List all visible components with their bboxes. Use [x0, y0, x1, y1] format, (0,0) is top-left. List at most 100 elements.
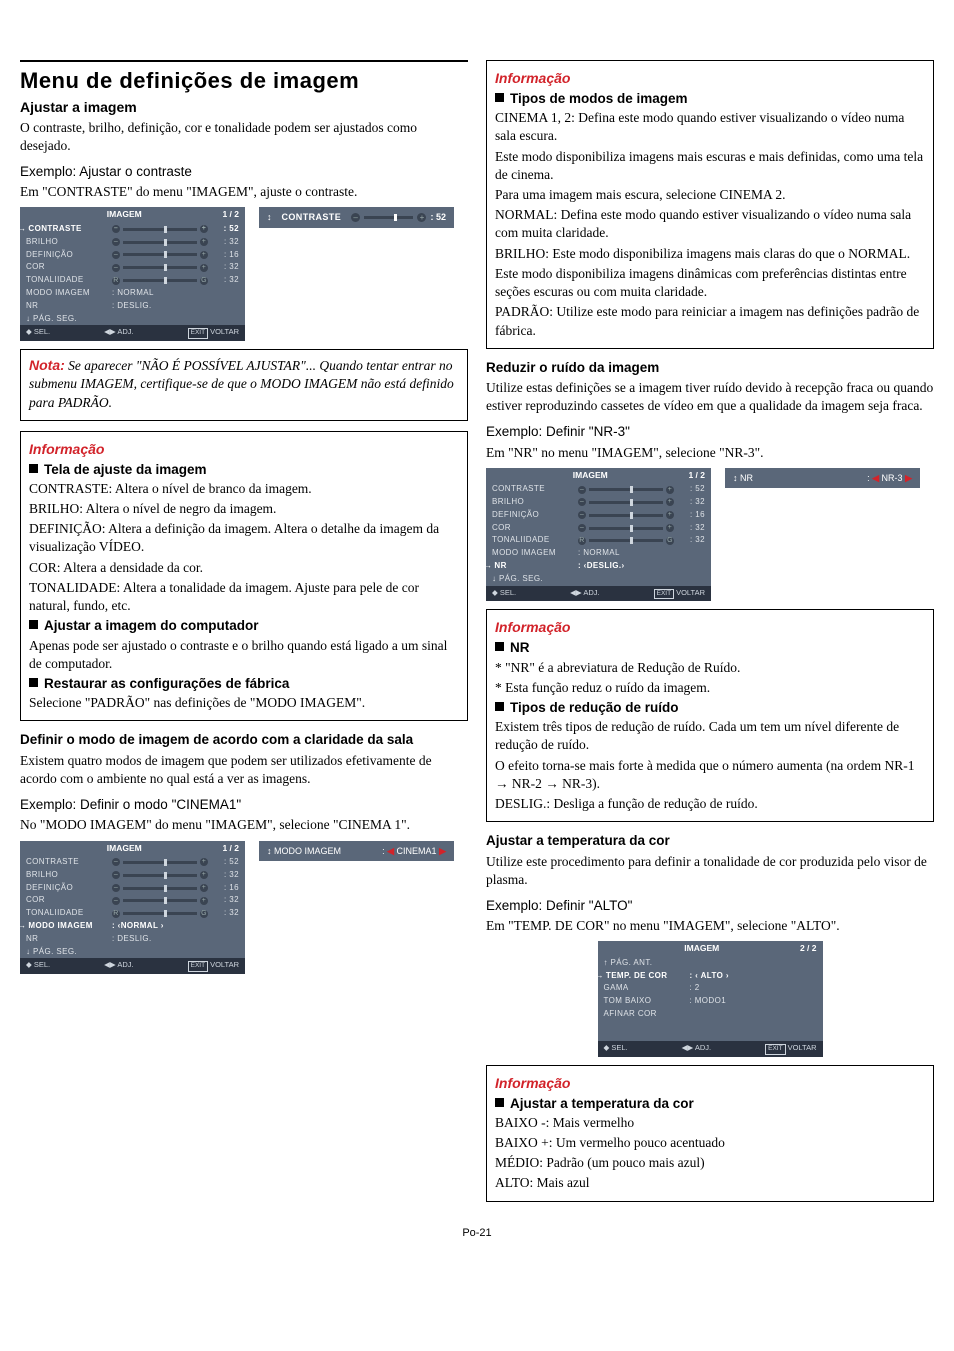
osd-row: NR: ‹DESLIG.› — [486, 560, 711, 573]
osd-row: AFINAR COR — [598, 1008, 823, 1021]
osd-page: 2 / 2 — [800, 943, 817, 954]
info4-l3: MÉDIO: Padrão (um pouco mais azul) — [495, 1154, 925, 1172]
osd-row: ↑ PÁG. ANT. — [598, 957, 823, 970]
info2-p1c: Para uma imagem mais escura, selecione C… — [495, 186, 925, 204]
note-label: Nota: — [29, 357, 65, 373]
info3-b2: * Esta função reduz o ruído da imagem. — [495, 679, 925, 697]
osd-menu-1: IMAGEM 1 / 2 CONTRASTE–+: 52BRILHO–+: 32… — [20, 207, 245, 341]
square-bullet-icon — [495, 642, 504, 651]
right-column: Informação Tipos de modos de imagem CINE… — [486, 60, 934, 1202]
osd-footer: ◆ SEL. ◀▶ ADJ. EXITVOLTAR — [598, 1041, 823, 1057]
info3-h1: NR — [510, 639, 530, 657]
osd-row: DEFINIÇÃO–+: 16 — [20, 249, 245, 262]
info1-line: COR: Altera a densidade da cor. — [29, 559, 459, 577]
osd-strip-nr: ↕ NR : ◀ NR-3 ▶ — [725, 468, 920, 488]
osd-row: DEFINIÇÃO–+: 16 — [486, 509, 711, 522]
info1-h2: Ajustar a imagem do computador — [44, 617, 259, 635]
info2-p2a: NORMAL: Defina este modo quando estiver … — [495, 206, 925, 242]
strip-val: : 52 — [430, 211, 446, 223]
osd-row: ↓ PÁG. SEG. — [20, 946, 245, 959]
info4-l1: BAIXO -: Mais vermelho — [495, 1114, 925, 1132]
strip-label: CONTRASTE — [282, 211, 342, 223]
osd-title: IMAGEM — [26, 209, 222, 220]
note-body: Se aparecer "NÃO É POSSÍVEL AJUSTAR"... … — [29, 358, 454, 409]
para-contrast-instr: Em "CONTRASTE" do menu "IMAGEM", ajuste … — [20, 183, 468, 201]
info-box-2: Informação Tipos de modos de imagem CINE… — [486, 60, 934, 349]
info3-p1: Existem três tipos de redução de ruído. … — [495, 718, 925, 754]
square-bullet-icon — [29, 678, 38, 687]
info-box-4: Informação Ajustar a temperatura da cor … — [486, 1065, 934, 1202]
top-rule — [20, 60, 468, 62]
osd-title: IMAGEM — [26, 843, 222, 854]
subtitle-reduce-noise: Reduzir o ruído da imagem — [486, 359, 934, 377]
osd-row: COR–+: 32 — [20, 261, 245, 274]
info3-p2: O efeito torna-se mais forte à medida qu… — [495, 757, 925, 793]
info-box-1: Informação Tela de ajuste da imagem CONT… — [20, 431, 468, 722]
strip-label: MODO IMAGEM — [274, 846, 341, 856]
osd-row: ↓ PÁG. SEG. — [486, 573, 711, 586]
example-nr3: Exemplo: Definir "NR-3" — [486, 423, 934, 441]
para-nr3-instr: Em "NR" no menu "IMAGEM", selecione "NR-… — [486, 444, 934, 462]
osd-row: ↓ PÁG. SEG. — [20, 313, 245, 326]
example-alto: Exemplo: Definir "ALTO" — [486, 897, 934, 915]
para-four-modes: Existem quatro modos de imagem que podem… — [20, 752, 468, 788]
info2-p4a: PADRÃO: Utilize este modo para reiniciar… — [495, 303, 925, 339]
info1-line: BRILHO: Altera o nível de negro da image… — [29, 500, 459, 518]
square-bullet-icon — [29, 464, 38, 473]
info1-p-h3: Selecione "PADRÃO" nas definições de "MO… — [29, 694, 459, 712]
info-title: Informação — [495, 618, 925, 637]
info3-p3: DESLIG.: Desliga a função de redução de … — [495, 795, 925, 813]
osd-row: CONTRASTE–+: 52 — [20, 856, 245, 869]
left-column: Menu de definições de imagem Ajustar a i… — [20, 60, 468, 1202]
osd-row: TEMP. DE COR: ‹ ALTO › — [598, 970, 823, 983]
osd-row: DEFINIÇÃO–+: 16 — [20, 882, 245, 895]
info3-h2: Tipos de redução de ruído — [510, 699, 679, 717]
example-contrast: Exemplo: Ajustar o contraste — [20, 163, 468, 181]
intro-para: O contraste, brilho, definição, cor e to… — [20, 119, 468, 155]
osd-row: CONTRASTE–+: 52 — [486, 483, 711, 496]
square-bullet-icon — [495, 1098, 504, 1107]
osd-row: COR–+: 32 — [486, 522, 711, 535]
osd-row: BRILHO–+: 32 — [20, 869, 245, 882]
osd-row: BRILHO–+: 32 — [20, 236, 245, 249]
info1-p-h2: Apenas pode ser ajustado o contraste e o… — [29, 637, 459, 673]
info4-l2: BAIXO +: Um vermelho pouco acentuado — [495, 1134, 925, 1152]
osd-row: BRILHO–+: 32 — [486, 496, 711, 509]
square-bullet-icon — [29, 620, 38, 629]
info1-line: CONTRASTE: Altera o nível de branco da i… — [29, 480, 459, 498]
osd-footer: ◆ SEL. ◀▶ ADJ. EXITVOLTAR — [20, 325, 245, 341]
para-color-temp-intro: Utilize este procedimento para definir a… — [486, 853, 934, 889]
osd-page: 1 / 2 — [222, 209, 239, 220]
info1-h3: Restaurar as configurações de fábrica — [44, 675, 289, 693]
note-box: Nota: Se aparecer "NÃO É POSSÍVEL AJUSTA… — [20, 349, 468, 421]
osd-row: TONALIIDADERG: 32 — [20, 907, 245, 920]
square-bullet-icon — [495, 702, 504, 711]
para-cinema1-instr: No "MODO IMAGEM" do menu "IMAGEM", selec… — [20, 816, 468, 834]
info1-line: TONALIDADE: Altera a tonalidade da image… — [29, 579, 459, 615]
osd-footer: ◆ SEL. ◀▶ ADJ. EXITVOLTAR — [486, 586, 711, 602]
main-title: Menu de definições de imagem — [20, 66, 468, 96]
osd-page: 1 / 2 — [688, 470, 705, 481]
info2-p3a: BRILHO: Este modo disponibiliza imagens … — [495, 245, 925, 263]
para-alto-instr: Em "TEMP. DE COR" no menu "IMAGEM", sele… — [486, 917, 934, 935]
subtitle-room-brightness: Definir o modo de imagem de acordo com a… — [20, 731, 468, 749]
osd-footer: ◆ SEL. ◀▶ ADJ. EXITVOLTAR — [20, 958, 245, 974]
osd-title: IMAGEM — [604, 943, 800, 954]
osd-row: CONTRASTE–+: 52 — [20, 223, 245, 236]
info-title: Informação — [495, 69, 925, 88]
osd-row-3: IMAGEM 1 / 2 CONTRASTE–+: 52BRILHO–+: 32… — [486, 468, 934, 602]
osd-row: COR–+: 32 — [20, 894, 245, 907]
osd-row: NR: DESLIG. — [20, 300, 245, 313]
osd-row-2: IMAGEM 1 / 2 CONTRASTE–+: 52BRILHO–+: 32… — [20, 841, 468, 975]
strip-val: CINEMA1 — [397, 846, 437, 856]
info2-p1b: Este modo disponibiliza imagens mais esc… — [495, 148, 925, 184]
info1-h1: Tela de ajuste da imagem — [44, 461, 207, 479]
osd-strip-modo: ↕ MODO IMAGEM : ◀ CINEMA1 ▶ — [259, 841, 454, 861]
subtitle-color-temp: Ajustar a temperatura da cor — [486, 832, 934, 850]
osd-row: GAMA: 2 — [598, 982, 823, 995]
strip-val: NR-3 — [882, 473, 903, 483]
info4-h1: Ajustar a temperatura da cor — [510, 1095, 694, 1113]
osd-menu-3: IMAGEM 1 / 2 CONTRASTE–+: 52BRILHO–+: 32… — [486, 468, 711, 602]
osd-menu-2: IMAGEM 1 / 2 CONTRASTE–+: 52BRILHO–+: 32… — [20, 841, 245, 975]
info-box-3: Informação NR * "NR" é a abreviatura de … — [486, 609, 934, 822]
